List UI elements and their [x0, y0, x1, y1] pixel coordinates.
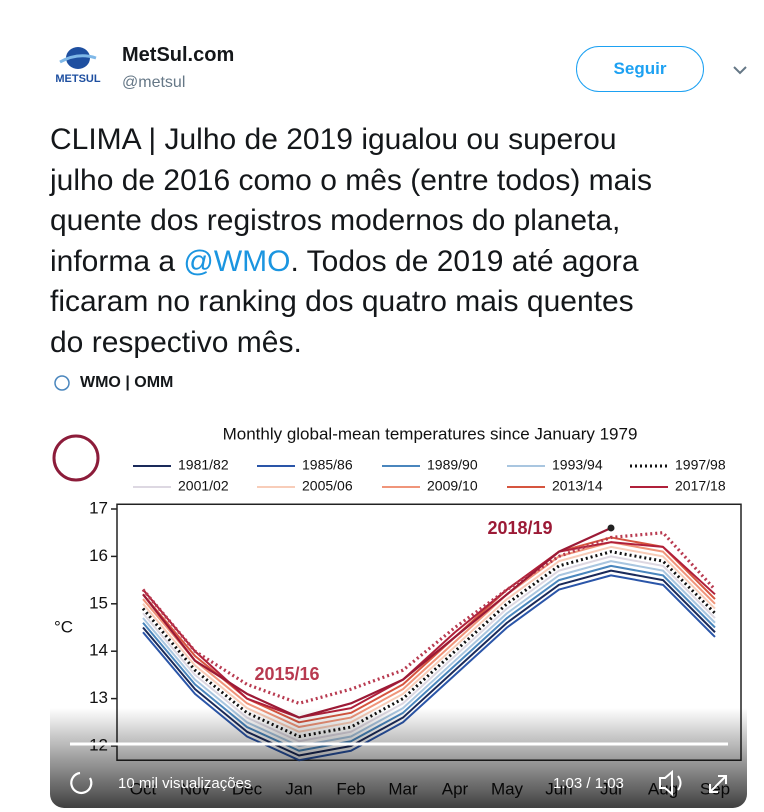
legend-label: 2001/02 — [178, 478, 229, 494]
text-line: informa a @WMO. Todos de 2019 até agora — [50, 242, 652, 283]
chart-title: Monthly global-mean temperatures since J… — [223, 424, 638, 443]
legend-label: 1989/90 — [427, 457, 478, 473]
text-segment: informa a — [50, 244, 184, 278]
volume-icon[interactable] — [659, 769, 682, 797]
source-icon — [54, 375, 70, 391]
legend-label: 2009/10 — [427, 478, 478, 494]
highlight-line — [142, 526, 612, 719]
author-name[interactable]: MetSul.com — [122, 44, 235, 66]
y-tick-label: 16 — [89, 546, 108, 565]
text-line: CLIMA | Julho de 2019 igualou ou superou — [50, 120, 652, 161]
y-tick-label: 17 — [89, 498, 108, 517]
text-segment: julho de 2016 como o mês (entre todos) m… — [50, 163, 652, 197]
text-segment: quente dos registros modernos do planeta… — [50, 204, 621, 237]
legend-label: 1993/94 — [552, 457, 603, 473]
source-icon-ring — [54, 375, 70, 391]
logo-globe — [66, 47, 90, 69]
logo-swoosh — [59, 54, 97, 64]
legend-label: 1981/82 — [178, 457, 229, 473]
y-tick-label: 15 — [89, 593, 108, 612]
legend-label: 2013/14 — [552, 478, 603, 494]
video-player[interactable]: Monthly global-mean temperatures since J… — [50, 418, 747, 808]
series-line — [142, 541, 716, 719]
annotation-label: 2015/16 — [254, 664, 319, 684]
media-source[interactable]: WMO | OMM — [80, 374, 174, 391]
text-line: julho de 2016 como o mês (entre todos) m… — [50, 161, 652, 202]
legend-label: 2005/06 — [302, 478, 353, 494]
text-line: quente dos registros modernos do planeta… — [50, 201, 652, 242]
text-segment: . Todos de 2019 até agora — [290, 244, 639, 278]
replay-icon[interactable] — [70, 771, 93, 795]
menu-chevron[interactable] — [732, 64, 748, 76]
fullscreen-icon[interactable] — [709, 775, 727, 793]
annotation-label: 2018/19 — [487, 518, 552, 538]
chevron-icon — [733, 66, 747, 75]
mention-link[interactable]: @WMO — [183, 244, 291, 278]
text-segment: ficaram no ranking dos quatro mais quent… — [50, 285, 634, 318]
author-handle[interactable]: @metsul — [122, 74, 186, 91]
tweet-text: CLIMA | Julho de 2019 igualou ou superou… — [50, 120, 652, 363]
chart: Monthly global-mean temperatures since J… — [50, 418, 747, 808]
text-segment: CLIMA | Julho de 2019 igualou ou superou — [50, 123, 617, 156]
y-tick-label: 14 — [89, 641, 108, 660]
y-tick-label: 13 — [89, 688, 108, 707]
view-count: 10 mil visualizações — [118, 775, 251, 792]
author-logo[interactable]: METSUL — [50, 44, 106, 96]
text-segment: do respectivo mês. — [50, 325, 302, 359]
legend-label: 1997/98 — [675, 457, 726, 473]
controls-fade — [50, 708, 747, 808]
end-marker — [607, 524, 615, 532]
legend-label: 2017/18 — [675, 478, 726, 494]
series-line — [142, 545, 716, 733]
follow-button[interactable]: Seguir — [576, 46, 704, 92]
video-time: 1:03 / 1:03 — [553, 775, 624, 792]
legend-label: 1985/86 — [302, 457, 353, 473]
logo-text: METSUL — [55, 73, 101, 85]
series-line — [141, 550, 717, 739]
y-axis-label: °C — [54, 617, 73, 636]
highlight-line — [141, 531, 717, 705]
text-line: do respectivo mês. — [50, 323, 652, 364]
wmo-logo — [52, 434, 100, 482]
text-line: ficaram no ranking dos quatro mais quent… — [50, 282, 652, 323]
